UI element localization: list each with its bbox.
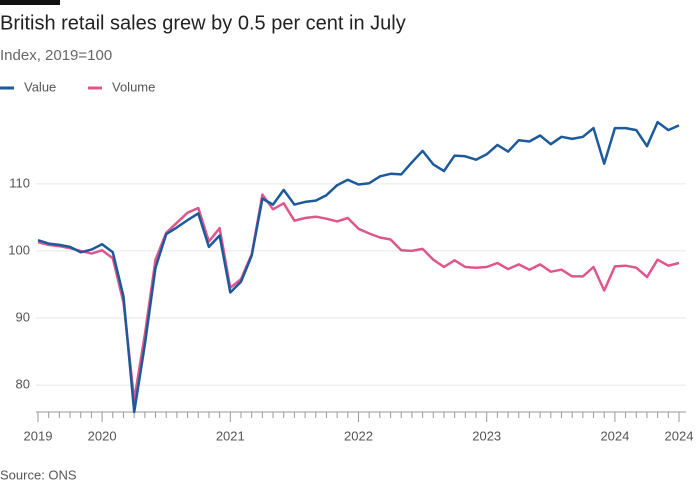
x-tick-label: 2023 (472, 428, 501, 443)
y-tick-label: 80 (16, 377, 30, 392)
x-tick-label: 2019 (24, 428, 53, 443)
y-tick-label: 100 (8, 242, 30, 257)
x-tick-label: 2024 (600, 428, 629, 443)
y-tick-label: 90 (16, 309, 30, 324)
line-series (37, 193, 680, 402)
x-tick-label: 2022 (344, 428, 373, 443)
legend-label: Volume (112, 79, 155, 94)
x-tick-label: 2024 (665, 428, 694, 443)
y-tick-label: 110 (9, 175, 30, 190)
line-series (37, 120, 680, 414)
x-tick-label: 2020 (88, 428, 117, 443)
x-tick-label: 2021 (216, 428, 245, 443)
source: Source: ONS (0, 467, 77, 482)
chart-title: British retail sales grew by 0.5 per cen… (0, 12, 406, 34)
chart-subtitle: Index, 2019=100 (0, 47, 112, 64)
legend-label: Value (24, 79, 56, 94)
brand-bar (0, 0, 60, 5)
